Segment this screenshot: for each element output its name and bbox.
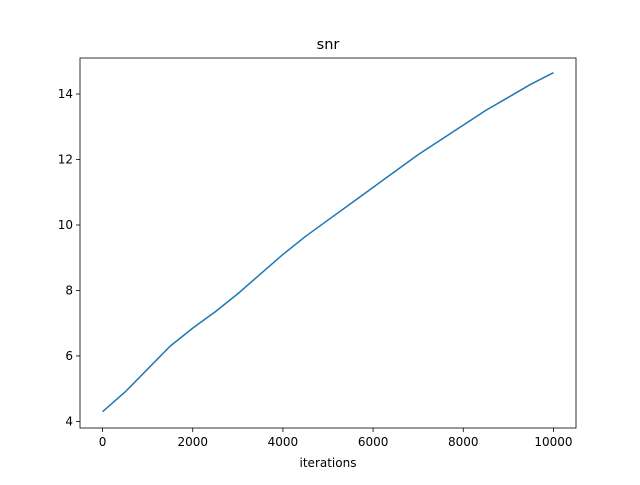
y-tick-label: 4 [65,414,73,428]
x-tick-label: 0 [99,435,107,449]
x-tick-label: 10000 [534,435,572,449]
x-axis-label: iterations [300,456,357,470]
chart-title: snr [317,37,340,53]
plot-layer [102,72,554,413]
axes-frame [79,57,577,429]
series-line-0 [102,72,554,413]
x-tick-label: 2000 [177,435,208,449]
y-tick-label: 12 [58,153,73,167]
ticks-layer: 0 2000 4000 6000 8000 10000 4 6 8 10 12 14 [58,87,573,449]
y-tick-label: 10 [58,218,73,232]
x-tick-label: 6000 [358,435,389,449]
x-tick-label: 4000 [268,435,299,449]
y-tick-label: 14 [58,87,73,101]
y-tick-label: 6 [65,349,73,363]
x-tick-label: 8000 [448,435,479,449]
y-tick-label: 8 [65,283,73,297]
